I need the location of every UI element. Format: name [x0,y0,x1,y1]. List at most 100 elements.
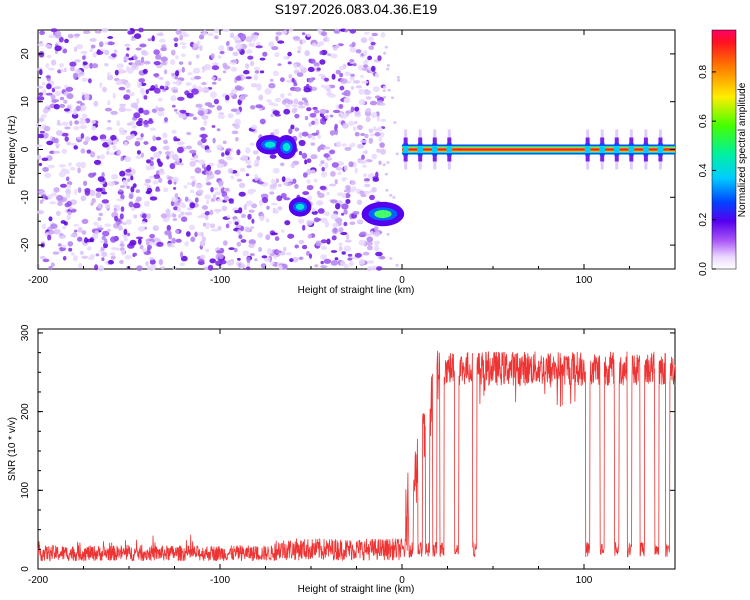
noise-dot [298,256,304,260]
noise-dot [237,262,242,267]
noise-dot [268,102,275,106]
noise-dot [148,88,154,91]
noise-dot [163,69,168,75]
noise-dot [356,124,363,130]
noise-dot [97,265,105,272]
noise-dot [334,123,339,129]
noise-dot [341,177,348,181]
noise-dot [266,205,270,210]
noise-dot [69,120,73,127]
figure-title: S197.2026.083.04.36.E19 [275,1,438,17]
noise-dot [373,231,381,237]
noise-dot [38,125,45,129]
noise-dot [307,133,312,139]
noise-dot [281,176,286,183]
carrier-node [446,146,453,153]
noise-dot [216,250,222,254]
noise-dot [131,62,136,66]
noise-dot [58,233,66,239]
noise-dot [268,41,275,48]
noise-dot [277,63,282,66]
noise-dot [200,133,208,139]
noise-dot [139,43,147,48]
noise-dot [42,107,49,114]
noise-dot [370,112,378,119]
noise-dot [217,77,222,82]
noise-dot [124,43,131,47]
noise-dot [358,259,366,265]
noise-dot [294,127,300,132]
noise-dot [362,50,368,56]
noise-dot [51,99,58,103]
noise-dot [246,266,251,271]
noise-dot [348,120,355,126]
noise-dot [211,76,216,81]
noise-dot [52,251,60,255]
noise-dot [310,142,316,146]
noise-dot [218,159,225,164]
noise-dot [69,61,77,67]
noise-dot [341,143,347,147]
noise-dot [101,172,105,178]
noise-dot [287,92,292,96]
noise-dot [147,244,152,250]
noise-dot [158,259,164,266]
noise-dot [343,209,348,215]
noise-dot [347,253,353,257]
noise-dot [118,86,126,91]
noise-dot [374,226,379,232]
noise-dot [177,198,182,202]
noise-dot [185,82,192,86]
noise-dot [311,120,315,126]
noise-dot [88,172,95,178]
noise-dot [213,98,219,105]
noise-dot [320,260,324,265]
noise-dot [290,124,295,130]
noise-dot [104,223,112,227]
noise-dot [104,49,110,56]
noise-dot [58,171,66,178]
colorbar-label: Normalized spectral amplitude [737,82,748,217]
noise-dot [124,141,128,147]
noise-dot [330,171,336,177]
noise-dot [132,183,137,188]
noise-dot [57,69,62,74]
noise-dot [264,88,272,95]
noise-dot [114,215,119,222]
noise-dot [205,170,213,176]
noise-dot [149,166,156,170]
noise-dot [360,139,368,143]
noise-dot [386,67,390,71]
noise-dot [373,240,381,244]
noise-dot [39,130,45,134]
noise-dot [201,69,206,73]
noise-dot [61,132,69,137]
noise-dot [344,239,352,243]
noise-dot [138,27,144,33]
noise-dot [230,59,238,63]
noise-dot [302,172,308,178]
noise-dot [341,203,349,210]
noise-dot [45,75,51,79]
noise-dot [298,139,306,147]
noise-dot [379,142,385,148]
noise-dot [326,191,330,196]
noise-dot [235,75,242,81]
noise-dot [216,128,221,132]
noise-dot [330,250,338,253]
noise-dot [155,136,162,141]
noise-dot [313,217,320,223]
noise-dot [42,167,49,172]
colorbar-ticks: 0.0 0.2 0.4 0.6 0.8 [698,64,716,276]
noise-dot [96,155,101,159]
noise-dot [245,173,250,177]
noise-dot [226,215,231,219]
noise-dot [237,257,241,261]
noise-dot [212,193,216,201]
noise-dot [195,183,203,189]
noise-dot [288,128,293,135]
noise-dot [338,242,343,246]
noise-dot [110,110,118,115]
noise-dot [46,54,52,59]
noise-dot [149,160,154,167]
